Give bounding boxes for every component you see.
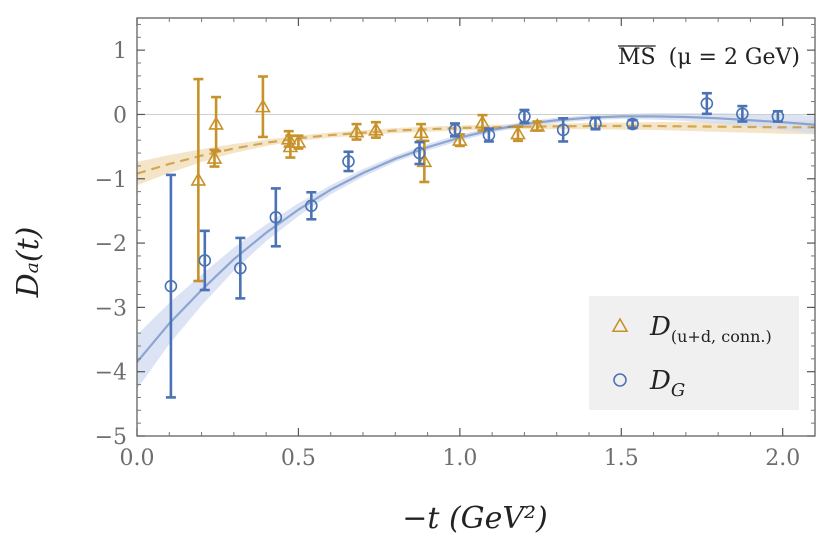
circle-marker <box>626 117 639 131</box>
legend-label-main: D <box>649 366 671 396</box>
circle-marker <box>700 97 714 110</box>
triangle-marker <box>290 134 307 148</box>
circle-marker <box>234 261 247 275</box>
circle-point-2 <box>234 236 247 300</box>
circle-point-11 <box>589 116 602 131</box>
blue-fit-curve <box>136 115 816 363</box>
triangle-marker <box>474 114 491 129</box>
legend-box <box>589 296 799 410</box>
x-tick-label: 0.5 <box>281 446 316 471</box>
axis-ticks: 0.0 0.5 1.0 1.5 2.0 −5 −4 −3 −2 −1 0 1 <box>95 18 815 471</box>
x-tick-label: 1.0 <box>442 446 477 471</box>
circle-point-1 <box>198 229 212 292</box>
orange-fit-band <box>137 120 815 186</box>
triangle-marker <box>190 171 207 186</box>
circle-marker <box>305 199 318 213</box>
x-tick-label: 1.5 <box>604 446 639 471</box>
triangle-marker <box>348 123 365 138</box>
triangle-point-13 <box>510 125 526 143</box>
triangle-marker <box>206 150 223 164</box>
circle-point-14 <box>736 104 749 123</box>
plot-frame <box>136 17 816 437</box>
circle-point-7 <box>448 122 462 138</box>
legend-label-main: D <box>649 312 671 342</box>
circle-marker <box>482 128 496 142</box>
triangle-marker <box>208 115 224 130</box>
legend-label-subscript: G <box>671 380 685 401</box>
triangle-point-9 <box>413 122 429 143</box>
triangle-point-7 <box>348 122 365 141</box>
circle-point-10 <box>556 117 570 143</box>
triangle-point-14 <box>529 117 546 132</box>
circle-point-13 <box>700 91 714 116</box>
circle-point-12 <box>626 117 639 131</box>
triangle-marker <box>368 121 384 136</box>
y-tick-label: −2 <box>95 232 127 257</box>
triangle-marker <box>255 98 271 113</box>
y-tick-label: 1 <box>113 39 127 64</box>
triangle-point-2 <box>208 95 224 153</box>
circle-point-6 <box>413 140 426 166</box>
circle-point-5 <box>342 150 355 173</box>
circle-point-0 <box>164 173 178 399</box>
x-axis-title: −t (GeV²) <box>402 501 548 536</box>
legend: D(u+d, conn.)DG <box>589 296 799 410</box>
annotation-scale: (μ = 2 GeV) <box>669 45 800 70</box>
legend-label-subscript: (u+d, conn.) <box>671 327 772 346</box>
circle-marker <box>518 110 531 123</box>
x-tick-label: 0.0 <box>120 446 155 471</box>
triangle-point-3 <box>255 75 271 139</box>
circle-point-15 <box>771 109 785 123</box>
annotation-ms: MS <box>618 45 656 70</box>
y-tick-label: −1 <box>95 168 127 193</box>
circle-point-4 <box>305 190 318 221</box>
y-tick-label: −3 <box>95 296 127 321</box>
y-tick-label: 0 <box>113 103 127 128</box>
circle-marker <box>413 146 426 160</box>
circle-marker <box>589 117 602 130</box>
triangle-marker <box>510 125 526 140</box>
annotation: MS (μ = 2 GeV) <box>618 45 800 70</box>
circle-marker <box>269 211 283 224</box>
legend-label-0: D(u+d, conn.) <box>649 312 772 346</box>
y-tick-label: −4 <box>95 361 127 386</box>
triangle-marker <box>413 124 429 139</box>
circle-marker <box>771 110 785 123</box>
triangle-marker <box>416 153 433 168</box>
circle-marker <box>164 279 178 293</box>
circle-marker <box>342 155 355 168</box>
circle-point-9 <box>518 108 531 125</box>
triangle-marker <box>282 138 299 153</box>
x-tick-label: 2.0 <box>765 446 800 471</box>
circle-marker <box>448 123 462 137</box>
circle-point-3 <box>269 187 283 248</box>
legend-label-1: DG <box>649 366 685 401</box>
triangle-point-0 <box>190 77 207 283</box>
orange-fit-curve <box>136 124 815 175</box>
legend-triangle-icon <box>611 317 629 333</box>
annotation-text: MS (μ = 2 GeV) <box>618 45 800 70</box>
fit-curves <box>136 115 816 363</box>
triangle-marker <box>529 117 546 132</box>
legend-circle-icon <box>613 373 627 387</box>
triangle-point-6 <box>290 134 307 150</box>
triangle-marker <box>451 132 468 146</box>
circle-marker <box>198 254 212 267</box>
triangle-point-8 <box>368 120 384 139</box>
y-axis-title: Dₐ(t) <box>11 227 46 299</box>
circle-point-8 <box>482 127 496 143</box>
data-points <box>164 75 785 399</box>
circle-marker <box>556 123 570 137</box>
y-tick-label: −5 <box>95 425 127 450</box>
circle-marker <box>736 107 749 121</box>
